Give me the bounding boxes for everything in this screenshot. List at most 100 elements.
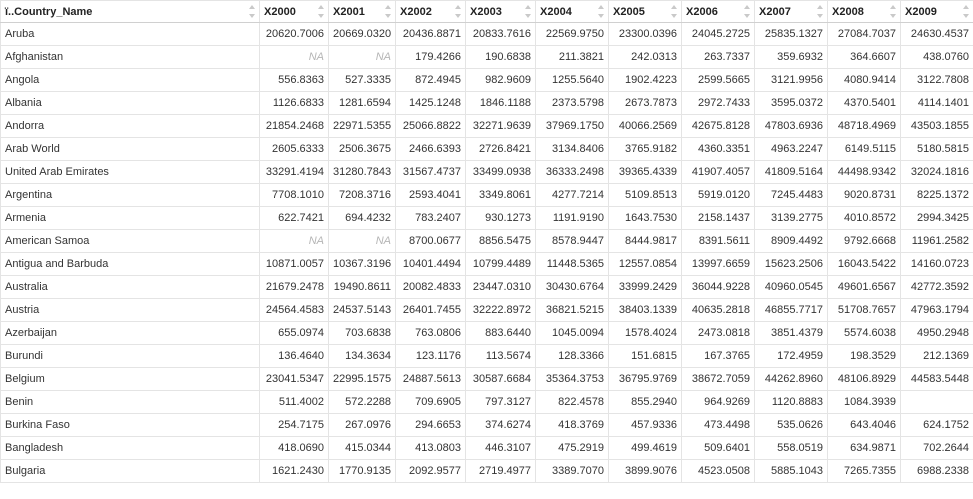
country-name-cell: Bangladesh	[0, 436, 260, 460]
sort-icon[interactable]	[455, 5, 461, 18]
column-header[interactable]: X2001	[328, 0, 396, 23]
gdp-value-cell: 4277.7214	[535, 183, 609, 207]
gdp-value-cell: 40635.2818	[681, 298, 755, 322]
gdp-value-cell: 48106.8929	[827, 367, 901, 391]
gdp-value-cell: 49601.6567	[827, 275, 901, 299]
gdp-value-cell: 5919.0120	[681, 183, 755, 207]
column-header[interactable]: X2007	[754, 0, 828, 23]
gdp-value-cell: 38672.7059	[681, 367, 755, 391]
column-header[interactable]: X2002	[395, 0, 466, 23]
gdp-value-cell: 33999.2429	[608, 275, 682, 299]
gdp-value-cell: 113.5674	[465, 344, 536, 368]
gdp-value-cell: 930.1273	[465, 206, 536, 230]
gdp-value-cell: 263.7337	[681, 45, 755, 69]
gdp-value-cell: 212.1369	[900, 344, 973, 368]
gdp-value-cell: 42772.3592	[900, 275, 973, 299]
gdp-value-cell: 509.6401	[681, 436, 755, 460]
sort-icon[interactable]	[671, 5, 677, 18]
table-row: Argentina 7708.1010 7208.3716 2593.4041 3349…	[0, 183, 973, 207]
gdp-value-cell: 1255.5640	[535, 68, 609, 92]
gdp-value-cell: 211.3821	[535, 45, 609, 69]
gdp-value-cell: 2599.5665	[681, 68, 755, 92]
gdp-value-cell: 30430.6764	[535, 275, 609, 299]
gdp-value-cell: 24630.4537	[900, 22, 973, 46]
column-header[interactable]: X2004	[535, 0, 609, 23]
table-row: Albania 1126.6833 1281.6594 1425.1248 1846.1…	[0, 91, 973, 115]
country-name-cell: Burundi	[0, 344, 260, 368]
column-header-label: X2006	[686, 5, 718, 18]
country-name-cell: Aruba	[0, 22, 260, 46]
column-header[interactable]: X2003	[465, 0, 536, 23]
sort-icon[interactable]	[598, 5, 604, 18]
gdp-value-cell: 438.0760	[900, 45, 973, 69]
country-name-cell: Angola	[0, 68, 260, 92]
gdp-value-cell: 14160.0723	[900, 252, 973, 276]
sort-icon[interactable]	[890, 5, 896, 18]
gdp-value-cell: 7208.3716	[328, 183, 396, 207]
gdp-value-cell: 10401.4494	[395, 252, 466, 276]
gdp-value-cell: 20620.7006	[259, 22, 329, 46]
gdp-value-cell: 499.4619	[608, 436, 682, 460]
gdp-value-cell: NA	[259, 229, 329, 253]
gdp-value-cell: 473.4498	[681, 413, 755, 437]
country-name-cell: Azerbaijan	[0, 321, 260, 345]
gdp-value-cell: 32271.9639	[465, 114, 536, 138]
gdp-value-cell: 6149.5115	[827, 137, 901, 161]
gdp-value-cell: 527.3335	[328, 68, 396, 92]
column-header[interactable]: X2006	[681, 0, 755, 23]
table-row: United Arab Emirates 33291.4194 31280.7843…	[0, 160, 973, 184]
column-header[interactable]: X2009	[900, 0, 973, 23]
gdp-value-cell: 982.9609	[465, 68, 536, 92]
gdp-value-cell: 24564.4583	[259, 298, 329, 322]
gdp-value-cell: 855.2940	[608, 390, 682, 414]
gdp-value-cell: 702.2644	[900, 436, 973, 460]
country-name-cell: Arab World	[0, 137, 260, 161]
sort-icon[interactable]	[744, 5, 750, 18]
column-header[interactable]: X2005	[608, 0, 682, 23]
gdp-value-cell: 242.0313	[608, 45, 682, 69]
sort-icon[interactable]	[817, 5, 823, 18]
sort-icon[interactable]	[318, 5, 324, 18]
sort-icon[interactable]	[525, 5, 531, 18]
gdp-value-cell: 13997.6659	[681, 252, 755, 276]
gdp-value-cell: 10871.0057	[259, 252, 329, 276]
gdp-value-cell: 413.0803	[395, 436, 466, 460]
table-row: Bulgaria 1621.2430 1770.9135 2092.9577 2719.…	[0, 459, 973, 483]
gdp-value-cell: 26401.7455	[395, 298, 466, 322]
gdp-value-cell: 2673.7873	[608, 91, 682, 115]
gdp-value-cell: 1902.4223	[608, 68, 682, 92]
gdp-value-cell: 797.3127	[465, 390, 536, 414]
country-name-cell: Austria	[0, 298, 260, 322]
gdp-value-cell: 4370.5401	[827, 91, 901, 115]
sort-icon[interactable]	[385, 5, 391, 18]
gdp-value-cell: 179.4266	[395, 45, 466, 69]
gdp-value-cell: 20436.8871	[395, 22, 466, 46]
column-header[interactable]: ï..Country_Name	[0, 0, 260, 23]
gdp-value-cell: 2593.4041	[395, 183, 466, 207]
gdp-value-cell: 47803.6936	[754, 114, 828, 138]
gdp-value-cell: 9020.8731	[827, 183, 901, 207]
column-header-label: X2002	[400, 5, 432, 18]
table-row: Andorra 21854.2468 22971.5355 25066.8822 322…	[0, 114, 973, 138]
gdp-value-cell: 2092.9577	[395, 459, 466, 483]
table-row: Angola 556.8363 527.3335 872.4945 982.9609 12…	[0, 68, 973, 92]
column-header[interactable]: X2008	[827, 0, 901, 23]
gdp-value-cell: 883.6440	[465, 321, 536, 345]
gdp-value-cell: 3122.7808	[900, 68, 973, 92]
gdp-value-cell: 23041.5347	[259, 367, 329, 391]
gdp-value-cell: 3349.8061	[465, 183, 536, 207]
gdp-value-cell: 36333.2498	[535, 160, 609, 184]
column-header-label: X2003	[470, 5, 502, 18]
gdp-value-cell: 872.4945	[395, 68, 466, 92]
gdp-value-cell: 8578.9447	[535, 229, 609, 253]
gdp-value-cell: 151.6815	[608, 344, 682, 368]
gdp-value-cell: 457.9336	[608, 413, 682, 437]
column-header[interactable]: X2000	[259, 0, 329, 23]
gdp-value-cell: 6988.2338	[900, 459, 973, 483]
gdp-value-cell: 20669.0320	[328, 22, 396, 46]
sort-icon[interactable]	[249, 5, 255, 18]
gdp-value-cell: 446.3107	[465, 436, 536, 460]
gdp-value-cell: 643.4046	[827, 413, 901, 437]
sort-icon[interactable]	[963, 5, 969, 18]
column-header-label: X2008	[832, 5, 864, 18]
